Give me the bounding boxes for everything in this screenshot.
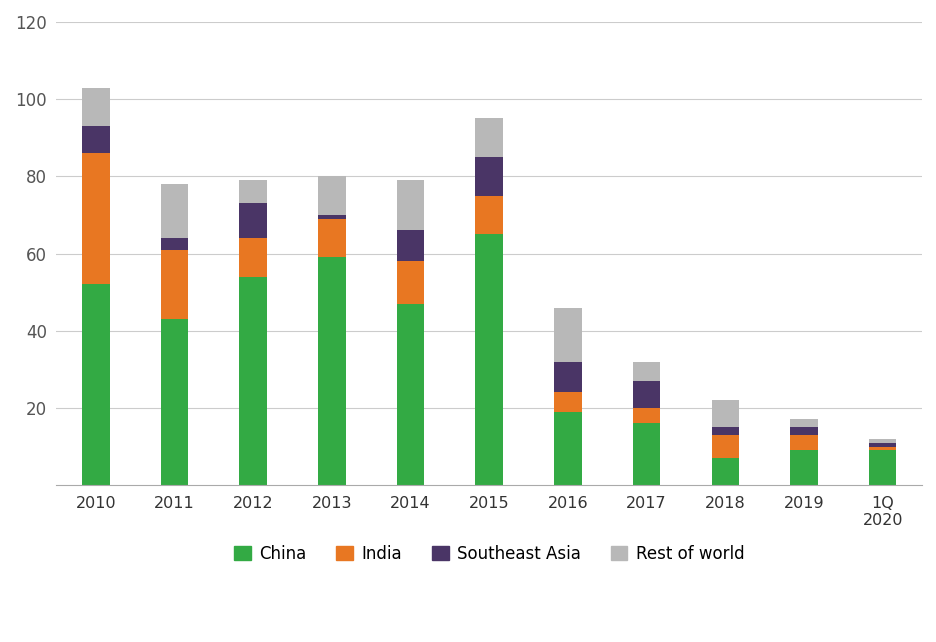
Bar xyxy=(553,361,581,392)
Bar xyxy=(789,427,817,435)
Bar xyxy=(632,361,660,381)
Bar xyxy=(240,180,267,204)
Bar xyxy=(161,319,188,485)
Bar xyxy=(868,451,896,485)
Bar xyxy=(710,458,739,485)
Bar xyxy=(396,261,424,304)
Bar xyxy=(789,419,817,427)
Bar xyxy=(710,427,739,435)
Bar xyxy=(161,184,188,238)
Bar xyxy=(82,153,110,284)
Bar xyxy=(317,177,345,215)
Bar xyxy=(632,381,660,408)
Bar xyxy=(475,196,503,234)
Legend: China, India, Southeast Asia, Rest of world: China, India, Southeast Asia, Rest of wo… xyxy=(227,538,751,569)
Bar xyxy=(553,308,581,361)
Bar xyxy=(475,119,503,157)
Bar xyxy=(317,257,345,485)
Bar xyxy=(475,157,503,196)
Bar xyxy=(553,392,581,412)
Bar xyxy=(161,238,188,250)
Bar xyxy=(240,204,267,238)
Bar xyxy=(317,219,345,257)
Bar xyxy=(868,447,896,451)
Bar xyxy=(789,435,817,451)
Bar xyxy=(396,180,424,230)
Bar xyxy=(868,438,896,442)
Bar xyxy=(317,215,345,219)
Bar xyxy=(553,412,581,485)
Bar xyxy=(396,230,424,261)
Bar xyxy=(710,400,739,427)
Bar xyxy=(396,304,424,485)
Bar xyxy=(789,451,817,485)
Bar xyxy=(240,238,267,277)
Bar xyxy=(161,250,188,319)
Bar xyxy=(632,423,660,485)
Bar xyxy=(82,126,110,153)
Bar xyxy=(868,442,896,447)
Bar xyxy=(710,435,739,458)
Bar xyxy=(632,408,660,423)
Bar xyxy=(82,87,110,126)
Bar xyxy=(475,234,503,485)
Bar xyxy=(240,277,267,485)
Bar xyxy=(82,284,110,485)
